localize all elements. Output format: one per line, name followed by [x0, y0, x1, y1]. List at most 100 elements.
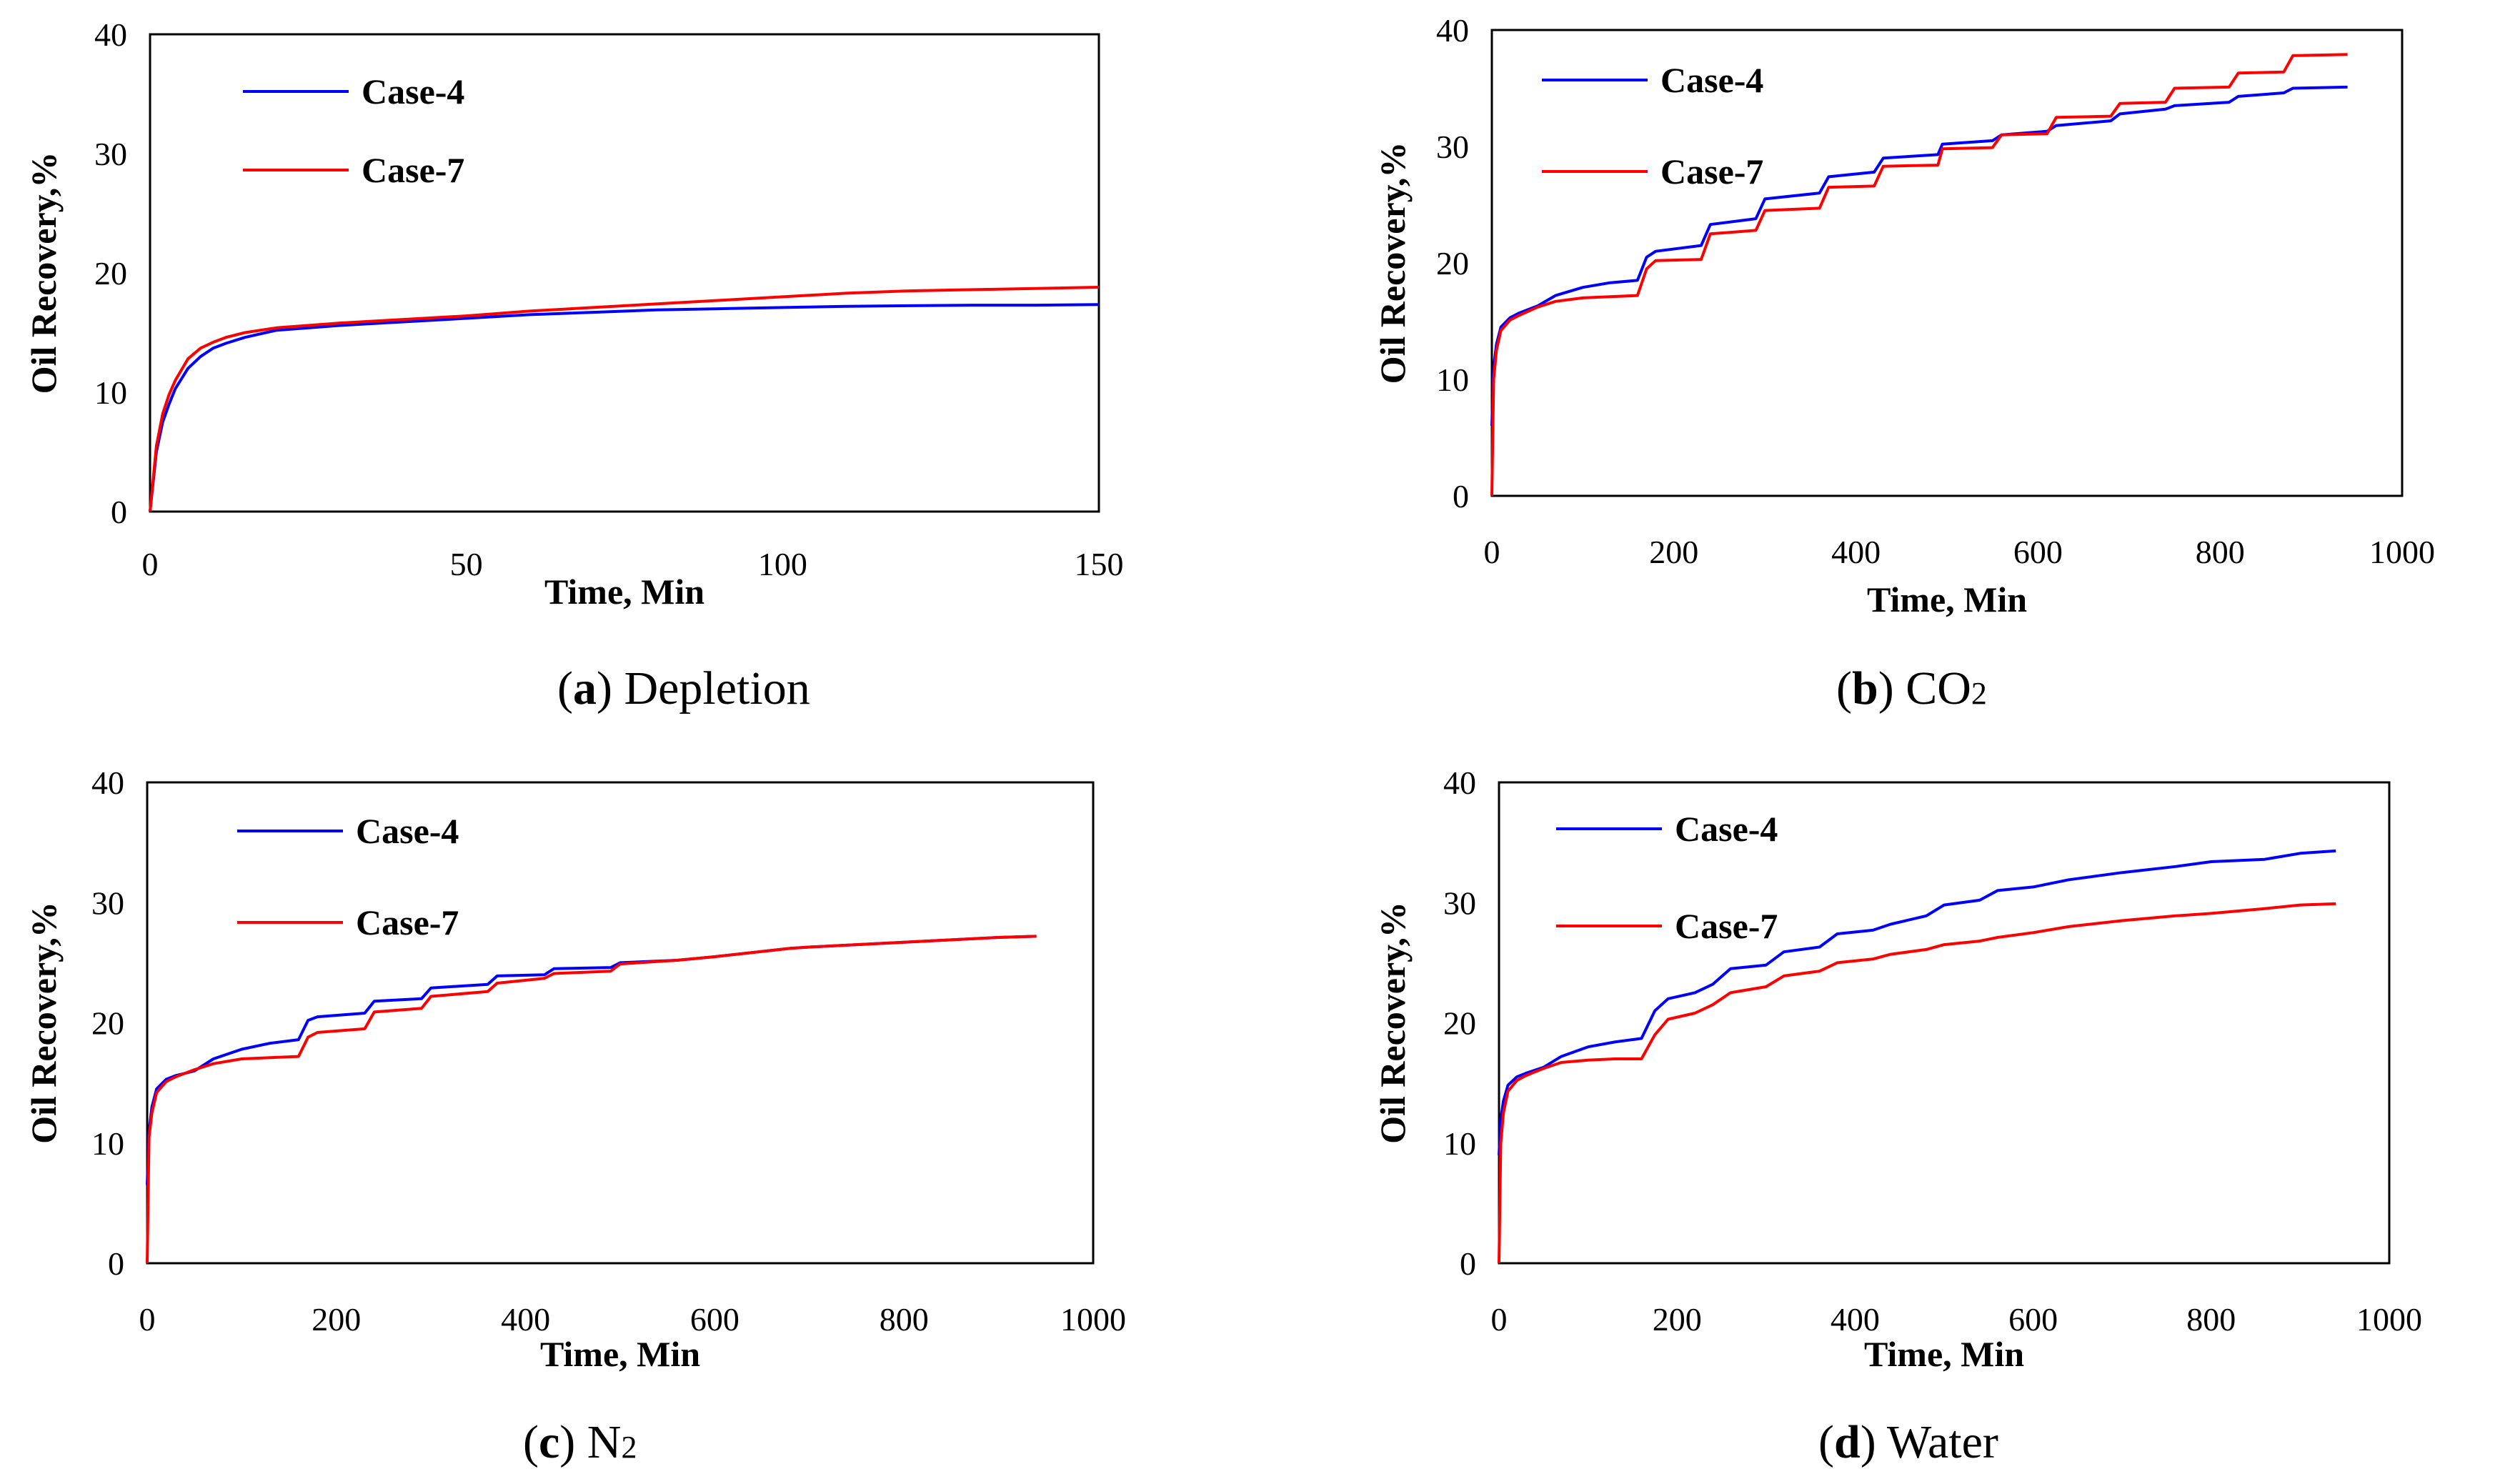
series-line-d-case-7	[1498, 902, 2336, 1264]
caption-sub-b: 2	[1971, 676, 1987, 711]
series-line-b-case-4	[1490, 85, 2348, 427]
y-tick-label-b-4: 40	[1436, 12, 1469, 49]
x-tick-label-c-4: 800	[880, 1301, 929, 1338]
legend-label-d-case-7: Case-7	[1675, 906, 1778, 946]
series-group-a	[149, 286, 1100, 512]
caption-a: (a) Depletion	[557, 662, 810, 714]
y-axis-label-c: Oil Recovery,%	[24, 902, 64, 1144]
plot-area-b	[1490, 29, 2404, 497]
x-axis-label-c: Time, Min	[540, 1334, 700, 1374]
legend-label-b-case-4: Case-4	[1660, 60, 1763, 100]
series-line-d-case-4	[1498, 849, 2336, 1155]
panel-depletion: Oil Recovery,% Time, Min 0 10 20 30 40 0 50 100…	[24, 16, 1124, 714]
x-tick-label-c-1: 200	[312, 1301, 361, 1338]
caption-letter-d: d	[1834, 1416, 1861, 1468]
caption-text-b: CO	[1906, 662, 1971, 714]
y-tick-label-a-4: 40	[94, 16, 127, 53]
x-tick-label-d-2: 400	[1831, 1301, 1880, 1338]
x-tick-label-d-5: 1000	[2356, 1301, 2422, 1338]
caption-sub-c: 2	[621, 1430, 637, 1465]
series-line-c-case-4	[146, 935, 1037, 1185]
legend-label-b-case-7: Case-7	[1660, 151, 1763, 191]
series-group-c	[146, 935, 1037, 1264]
y-tick-label-b-1: 10	[1436, 362, 1469, 398]
legend-d: Case-4 Case-7	[1556, 809, 1778, 946]
y-axis-label-a: Oil Recovery,%	[24, 152, 64, 394]
legend-label-a-case-4: Case-4	[362, 71, 464, 111]
x-tick-label-c-3: 600	[690, 1301, 739, 1338]
series-line-c-case-7	[146, 935, 1037, 1264]
x-tick-label-d-4: 800	[2186, 1301, 2236, 1338]
y-tick-label-d-1: 10	[1443, 1125, 1476, 1162]
caption-letter-a: a	[573, 662, 597, 714]
caption-text-a: Depletion	[624, 662, 810, 714]
series-line-a-case-7	[149, 286, 1100, 512]
x-tick-label-b-4: 800	[2196, 534, 2245, 570]
x-tick-label-a-0: 0	[142, 546, 159, 582]
y-tick-label-c-3: 30	[91, 885, 124, 921]
caption-letter-c: c	[539, 1416, 559, 1468]
caption-c: (c) N2	[523, 1416, 637, 1468]
x-tick-label-b-2: 400	[1831, 534, 1881, 570]
series-line-b-case-7	[1490, 53, 2348, 497]
caption-text-d: Water	[1887, 1416, 1998, 1468]
series-group-b	[1490, 53, 2348, 497]
legend-label-c-case-4: Case-4	[356, 811, 459, 851]
x-tick-label-c-0: 0	[139, 1301, 156, 1338]
x-tick-label-b-5: 1000	[2369, 534, 2435, 570]
x-tick-label-d-0: 0	[1491, 1301, 1508, 1338]
y-tick-label-b-0: 0	[1453, 478, 1469, 514]
y-tick-label-b-2: 20	[1436, 245, 1469, 282]
caption-b: (b) CO2	[1836, 662, 1987, 714]
y-tick-label-b-3: 30	[1436, 129, 1469, 165]
x-tick-label-a-2: 100	[758, 546, 807, 582]
plot-area-d	[1498, 781, 2391, 1265]
y-tick-label-a-0: 0	[111, 494, 127, 530]
legend-label-a-case-7: Case-7	[362, 150, 464, 190]
x-tick-label-d-3: 600	[2008, 1301, 2058, 1338]
caption-letter-b: b	[1852, 662, 1878, 714]
x-axis-label-a: Time, Min	[544, 572, 704, 612]
series-line-a-case-4	[149, 303, 1100, 512]
y-tick-label-a-2: 20	[94, 255, 127, 292]
x-tick-label-c-5: 1000	[1060, 1301, 1126, 1338]
y-tick-label-a-1: 10	[94, 374, 127, 411]
y-tick-label-c-1: 10	[91, 1125, 124, 1162]
y-axis-label-b: Oil Recovery,%	[1373, 142, 1413, 384]
legend-c: Case-4 Case-7	[237, 811, 459, 942]
y-tick-label-d-0: 0	[1460, 1245, 1476, 1282]
legend-a: Case-4 Case-7	[243, 71, 464, 190]
y-tick-label-c-0: 0	[108, 1245, 124, 1282]
x-tick-label-d-1: 200	[1653, 1301, 1702, 1338]
y-tick-label-d-2: 20	[1443, 1005, 1476, 1042]
x-tick-label-a-3: 150	[1075, 546, 1124, 582]
x-axis-label-d: Time, Min	[1864, 1334, 2024, 1374]
y-tick-label-c-4: 40	[91, 765, 124, 801]
y-tick-label-a-3: 30	[94, 136, 127, 172]
plot-area-c	[146, 781, 1095, 1265]
y-tick-label-d-3: 30	[1443, 885, 1476, 921]
legend-b: Case-4 Case-7	[1542, 60, 1763, 191]
ticks-a: 0 10 20 30 40 0 50 100 150	[94, 16, 1124, 582]
series-group-d	[1498, 849, 2336, 1264]
y-axis-label-d: Oil Recovery,%	[1373, 902, 1413, 1144]
x-tick-label-a-1: 50	[450, 546, 483, 582]
x-tick-label-c-2: 400	[501, 1301, 550, 1338]
legend-label-d-case-4: Case-4	[1675, 809, 1778, 849]
y-tick-label-c-2: 20	[91, 1005, 124, 1042]
y-tick-label-d-4: 40	[1443, 765, 1476, 801]
legend-label-c-case-7: Case-7	[356, 902, 459, 942]
x-tick-label-b-0: 0	[1484, 534, 1500, 570]
plot-area-a	[149, 33, 1100, 513]
x-axis-label-b: Time, Min	[1867, 579, 2027, 619]
caption-text-c: N	[587, 1416, 622, 1468]
x-tick-label-b-3: 600	[2013, 534, 2063, 570]
caption-d: (d) Water	[1818, 1416, 1998, 1468]
